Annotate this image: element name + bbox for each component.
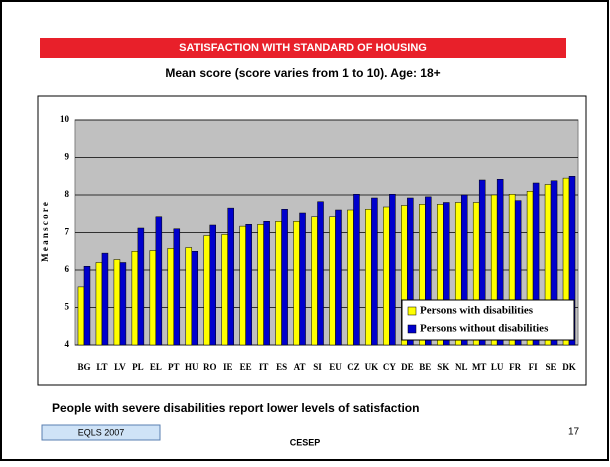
bar (568, 176, 576, 346)
page-number: 17 (568, 427, 580, 438)
bar (83, 266, 91, 346)
bar (550, 180, 558, 346)
x-tick-label: HU (185, 362, 199, 372)
bar (227, 207, 234, 346)
x-tick-label: EL (150, 362, 162, 372)
bar (203, 235, 210, 346)
x-tick-label: SK (437, 362, 449, 372)
bar (532, 182, 540, 346)
x-tick-label: NL (455, 362, 468, 372)
x-tick-label: DK (562, 362, 576, 372)
bar (311, 216, 318, 346)
x-tick-label: RO (203, 362, 217, 372)
x-tick-label: CY (383, 362, 396, 372)
bar (167, 248, 175, 346)
x-tick-label: BG (77, 362, 90, 372)
bar (263, 221, 270, 346)
x-tick-label: UK (365, 362, 379, 372)
x-tick-label: IE (223, 362, 233, 372)
bar (281, 209, 288, 346)
x-tick-label: PL (132, 362, 144, 372)
y-tick-label: 6 (65, 264, 70, 274)
y-tick-label: 8 (65, 189, 70, 199)
x-tick-label: FI (529, 362, 538, 372)
bar (185, 247, 193, 346)
bar (460, 194, 468, 346)
bar (113, 259, 121, 346)
x-tick-label: PT (168, 362, 180, 372)
y-tick-label: 5 (65, 302, 70, 312)
x-tick-label: CZ (347, 362, 360, 372)
x-tick-label: DE (401, 362, 414, 372)
source-box (41, 424, 161, 441)
header: SATISFACTION WITH STANDARD OF HOUSING (179, 42, 427, 54)
bar (257, 224, 264, 346)
bar (335, 209, 342, 346)
bar (407, 197, 414, 346)
bar (329, 216, 336, 346)
x-tick-label: LV (114, 362, 126, 372)
y-tick-label: 10 (60, 114, 70, 124)
y-axis-label: M e a n s c o r e (40, 202, 50, 262)
x-tick-label: LT (96, 362, 107, 372)
bar (101, 252, 109, 346)
bar (365, 209, 372, 346)
x-tick-label: EE (240, 362, 252, 372)
bar (353, 194, 360, 346)
x-tick-label: FR (509, 362, 521, 372)
bar (245, 224, 252, 346)
bar (299, 212, 306, 346)
bar (191, 251, 199, 346)
legend-swatch (407, 306, 417, 316)
bar (371, 197, 378, 346)
bar (496, 179, 504, 346)
x-tick-label: AT (294, 362, 306, 372)
bar (317, 201, 324, 346)
bar (155, 216, 163, 346)
bar (239, 225, 246, 346)
bar (221, 234, 228, 346)
subtitle: Mean score (score varies from 1 to 10). … (165, 66, 440, 80)
x-tick-label: SI (313, 362, 322, 372)
x-tick-label: LU (491, 362, 504, 372)
header-banner (40, 38, 566, 58)
x-tick-label: IT (259, 362, 269, 372)
bar (478, 179, 486, 346)
bar (443, 202, 450, 346)
bar (347, 209, 354, 346)
bar (173, 228, 181, 346)
bar (119, 262, 127, 346)
note: People with severe disabilities report l… (52, 401, 419, 415)
bar (389, 194, 396, 346)
bar (275, 221, 282, 346)
bar (131, 251, 139, 346)
x-tick-label: SE (546, 362, 557, 372)
x-tick-label: BE (419, 362, 431, 372)
legend-box (401, 299, 575, 341)
y-tick-label: 9 (65, 152, 70, 162)
bar (149, 250, 157, 346)
legend-swatch (407, 324, 417, 334)
bar (514, 200, 522, 346)
bar (95, 262, 103, 346)
x-tick-label: ES (276, 362, 287, 372)
source: EQLS 2007 (78, 427, 125, 437)
legend-label: Persons with disabilities (420, 305, 534, 317)
bar (209, 224, 216, 346)
legend-label: Persons without disabilities (420, 323, 549, 335)
bar (293, 221, 300, 346)
bar (425, 196, 432, 346)
y-tick-label: 4 (65, 339, 70, 349)
bar (137, 227, 145, 346)
bar (77, 286, 85, 346)
bar (383, 206, 390, 346)
x-tick-label: EU (329, 362, 342, 372)
x-tick-label: MT (472, 362, 487, 372)
y-tick-label: 7 (65, 227, 70, 237)
org: CESEP (290, 437, 321, 447)
